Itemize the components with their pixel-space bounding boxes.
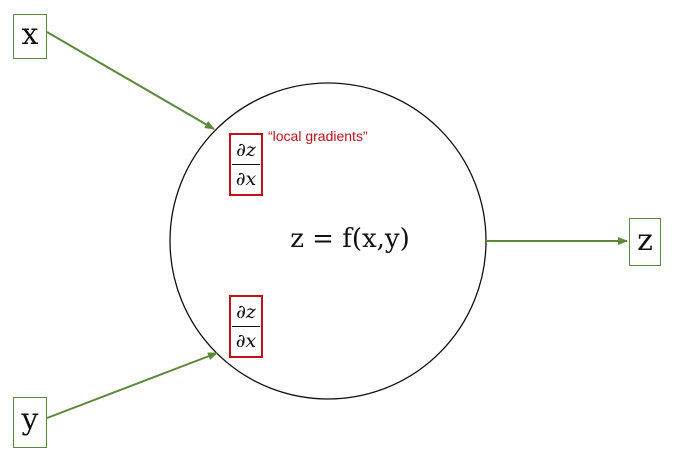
gradient-dz-dx-numerator: ∂z <box>236 139 256 161</box>
gradient-dz-dx-denominator: ∂x <box>235 168 257 190</box>
output-z-box: z <box>629 218 661 266</box>
input-x-label: x <box>21 17 39 52</box>
gradient-dz-dx-fraction-bar <box>232 164 260 165</box>
gradient-box-dz-dx: ∂z ∂x <box>229 133 263 196</box>
edge-x-to-node <box>46 31 215 130</box>
input-x-box: x <box>13 14 47 59</box>
input-y-box: y <box>13 397 47 448</box>
gradient-dz-dy-denominator: ∂x <box>235 330 257 352</box>
gradient-box-dz-dy: ∂z ∂x <box>229 295 263 358</box>
output-z-label: z <box>637 222 653 258</box>
gradient-dz-dy-fraction-bar <box>232 326 260 327</box>
gradient-dz-dy-numerator: ∂z <box>236 301 256 323</box>
local-gradients-annotation: “local gradients” <box>268 128 368 144</box>
function-label: z = f(x,y) <box>290 224 410 254</box>
input-y-label: y <box>21 402 39 437</box>
edge-y-to-node <box>46 352 218 419</box>
